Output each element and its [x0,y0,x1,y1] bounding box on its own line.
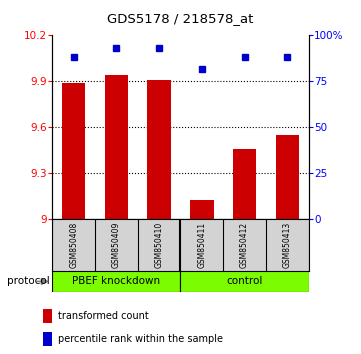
Bar [52,271,180,292]
Text: GDS5178 / 218578_at: GDS5178 / 218578_at [107,12,254,25]
Text: GSM850411: GSM850411 [197,222,206,268]
Text: GSM850408: GSM850408 [69,222,78,268]
Bar [43,309,52,323]
Text: percentile rank within the sample: percentile rank within the sample [58,334,223,344]
Bar [105,75,128,219]
Bar [180,271,309,292]
Bar [43,332,52,346]
Text: protocol: protocol [7,276,50,286]
Text: PBEF knockdown: PBEF knockdown [72,276,161,286]
Text: transformed count: transformed count [58,311,148,321]
Bar [233,149,256,219]
Text: GSM850409: GSM850409 [112,222,121,268]
Bar [275,135,299,219]
Text: GSM850412: GSM850412 [240,222,249,268]
Text: GSM850410: GSM850410 [155,222,164,268]
Text: GSM850413: GSM850413 [283,222,292,268]
Bar [190,200,214,219]
Text: control: control [226,276,263,286]
Bar [147,80,171,219]
Bar [62,83,86,219]
